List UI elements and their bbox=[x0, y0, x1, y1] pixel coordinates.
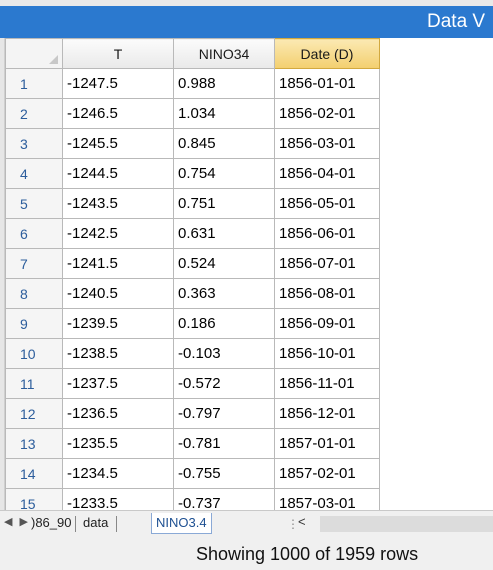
cell-date[interactable]: 1856-03-01 bbox=[274, 128, 380, 159]
cell-nino34[interactable]: -0.737 bbox=[173, 488, 275, 510]
row-number[interactable]: 1 bbox=[5, 68, 63, 99]
row-number[interactable]: 14 bbox=[5, 458, 63, 489]
cell-t[interactable]: -1236.5 bbox=[62, 398, 174, 429]
cell-date[interactable]: 1856-05-01 bbox=[274, 188, 380, 219]
table-row[interactable]: 13 -1235.5 -0.781 1857-01-01 bbox=[5, 428, 380, 459]
cell-date[interactable]: 1856-11-01 bbox=[274, 368, 380, 399]
column-header-nino34[interactable]: NINO34 bbox=[173, 38, 275, 69]
cell-nino34[interactable]: 0.524 bbox=[173, 248, 275, 279]
sheet-tab-data[interactable]: data bbox=[83, 515, 109, 530]
cell-nino34[interactable]: 0.186 bbox=[173, 308, 275, 339]
cell-t[interactable]: -1244.5 bbox=[62, 158, 174, 189]
cell-t[interactable]: -1246.5 bbox=[62, 98, 174, 129]
select-all-corner[interactable] bbox=[5, 38, 63, 69]
cell-nino34[interactable]: -0.797 bbox=[173, 398, 275, 429]
table-row[interactable]: 3 -1245.5 0.845 1856-03-01 bbox=[5, 128, 380, 159]
table-row[interactable]: 5 -1243.5 0.751 1856-05-01 bbox=[5, 188, 380, 219]
table-row[interactable]: 8 -1240.5 0.363 1856-08-01 bbox=[5, 278, 380, 309]
cell-t[interactable]: -1238.5 bbox=[62, 338, 174, 369]
cell-t[interactable]: -1240.5 bbox=[62, 278, 174, 309]
cell-nino34[interactable]: 1.034 bbox=[173, 98, 275, 129]
horizontal-scrollbar[interactable] bbox=[320, 516, 493, 532]
cell-date[interactable]: 1856-08-01 bbox=[274, 278, 380, 309]
row-number[interactable]: 4 bbox=[5, 158, 63, 189]
cell-t[interactable]: -1243.5 bbox=[62, 188, 174, 219]
row-number[interactable]: 12 bbox=[5, 398, 63, 429]
cell-date[interactable]: 1856-04-01 bbox=[274, 158, 380, 189]
table-row[interactable]: 14 -1234.5 -0.755 1857-02-01 bbox=[5, 458, 380, 489]
cell-date[interactable]: 1856-10-01 bbox=[274, 338, 380, 369]
cell-date[interactable]: 1856-07-01 bbox=[274, 248, 380, 279]
table-row[interactable]: 10 -1238.5 -0.103 1856-10-01 bbox=[5, 338, 380, 369]
table-row[interactable]: 12 -1236.5 -0.797 1856-12-01 bbox=[5, 398, 380, 429]
cell-nino34[interactable]: 0.631 bbox=[173, 218, 275, 249]
row-number[interactable]: 8 bbox=[5, 278, 63, 309]
row-number[interactable]: 2 bbox=[5, 98, 63, 129]
row-number[interactable]: 6 bbox=[5, 218, 63, 249]
row-number[interactable]: 11 bbox=[5, 368, 63, 399]
row-number[interactable]: 7 bbox=[5, 248, 63, 279]
cell-t[interactable]: -1245.5 bbox=[62, 128, 174, 159]
cell-date[interactable]: 1856-02-01 bbox=[274, 98, 380, 129]
column-header-t[interactable]: T bbox=[62, 38, 174, 69]
cell-t[interactable]: -1233.5 bbox=[62, 488, 174, 510]
cell-t[interactable]: -1237.5 bbox=[62, 368, 174, 399]
title-bar-band: Data V bbox=[0, 6, 493, 38]
cell-date[interactable]: 1856-06-01 bbox=[274, 218, 380, 249]
row-number[interactable]: 3 bbox=[5, 128, 63, 159]
sheet-tab-86-90[interactable]: )86_90 bbox=[31, 515, 72, 530]
cell-nino34[interactable]: 0.363 bbox=[173, 278, 275, 309]
sheet-tab-bar: ◀ ▶ )86_90 data NINO3.4 ⋮ < bbox=[0, 510, 493, 538]
cell-t[interactable]: -1242.5 bbox=[62, 218, 174, 249]
row-number[interactable]: 13 bbox=[5, 428, 63, 459]
tab-separator bbox=[75, 516, 76, 532]
cell-date[interactable]: 1857-01-01 bbox=[274, 428, 380, 459]
row-number[interactable]: 15 bbox=[5, 488, 63, 510]
cell-t[interactable]: -1235.5 bbox=[62, 428, 174, 459]
row-number[interactable]: 9 bbox=[5, 308, 63, 339]
window-title: Data V bbox=[427, 11, 486, 32]
data-table: T NINO34 Date (D) 1 -1247.5 0.988 1856-01-0… bbox=[5, 38, 380, 510]
status-text: Showing 1000 of 1959 rows bbox=[196, 544, 419, 564]
sheet-tab-nino34[interactable]: NINO3.4 bbox=[151, 513, 212, 534]
table-row[interactable]: 15 -1233.5 -0.737 1857-03-01 bbox=[5, 488, 380, 510]
left-edge-strip bbox=[0, 38, 5, 510]
splitter-handle[interactable]: ⋮ bbox=[287, 517, 299, 531]
cell-date[interactable]: 1856-12-01 bbox=[274, 398, 380, 429]
cell-nino34[interactable]: 0.988 bbox=[173, 68, 275, 99]
cell-date[interactable]: 1857-03-01 bbox=[274, 488, 380, 510]
cell-t[interactable]: -1234.5 bbox=[62, 458, 174, 489]
table-row[interactable]: 2 -1246.5 1.034 1856-02-01 bbox=[5, 98, 380, 129]
data-grid[interactable]: T NINO34 Date (D) 1 -1247.5 0.988 1856-01-0… bbox=[5, 38, 493, 510]
cell-t[interactable]: -1239.5 bbox=[62, 308, 174, 339]
table-row[interactable]: 11 -1237.5 -0.572 1856-11-01 bbox=[5, 368, 380, 399]
title-bar: Data V bbox=[0, 0, 493, 38]
status-bar: Showing 1000 of 1959 rows bbox=[0, 538, 493, 570]
cell-nino34[interactable]: -0.572 bbox=[173, 368, 275, 399]
cell-nino34[interactable]: 0.751 bbox=[173, 188, 275, 219]
cell-nino34[interactable]: -0.755 bbox=[173, 458, 275, 489]
cell-date[interactable]: 1856-09-01 bbox=[274, 308, 380, 339]
cell-nino34[interactable]: 0.845 bbox=[173, 128, 275, 159]
scroll-left-arrow-icon[interactable]: < bbox=[298, 514, 306, 529]
title-bar-edge bbox=[0, 0, 493, 6]
table-row[interactable]: 1 -1247.5 0.988 1856-01-01 bbox=[5, 68, 380, 99]
tab-separator bbox=[116, 516, 117, 532]
sheet-nav-arrows[interactable]: ◀ ▶ bbox=[4, 516, 30, 528]
table-row[interactable]: 9 -1239.5 0.186 1856-09-01 bbox=[5, 308, 380, 339]
cell-nino34[interactable]: -0.781 bbox=[173, 428, 275, 459]
cell-t[interactable]: -1241.5 bbox=[62, 248, 174, 279]
column-header-date[interactable]: Date (D) bbox=[274, 38, 380, 69]
cell-nino34[interactable]: 0.754 bbox=[173, 158, 275, 189]
select-all-icon bbox=[49, 55, 58, 64]
table-row[interactable]: 6 -1242.5 0.631 1856-06-01 bbox=[5, 218, 380, 249]
table-row[interactable]: 7 -1241.5 0.524 1856-07-01 bbox=[5, 248, 380, 279]
cell-nino34[interactable]: -0.103 bbox=[173, 338, 275, 369]
cell-t[interactable]: -1247.5 bbox=[62, 68, 174, 99]
cell-date[interactable]: 1857-02-01 bbox=[274, 458, 380, 489]
cell-date[interactable]: 1856-01-01 bbox=[274, 68, 380, 99]
row-number[interactable]: 5 bbox=[5, 188, 63, 219]
table-row[interactable]: 4 -1244.5 0.754 1856-04-01 bbox=[5, 158, 380, 189]
row-number[interactable]: 10 bbox=[5, 338, 63, 369]
